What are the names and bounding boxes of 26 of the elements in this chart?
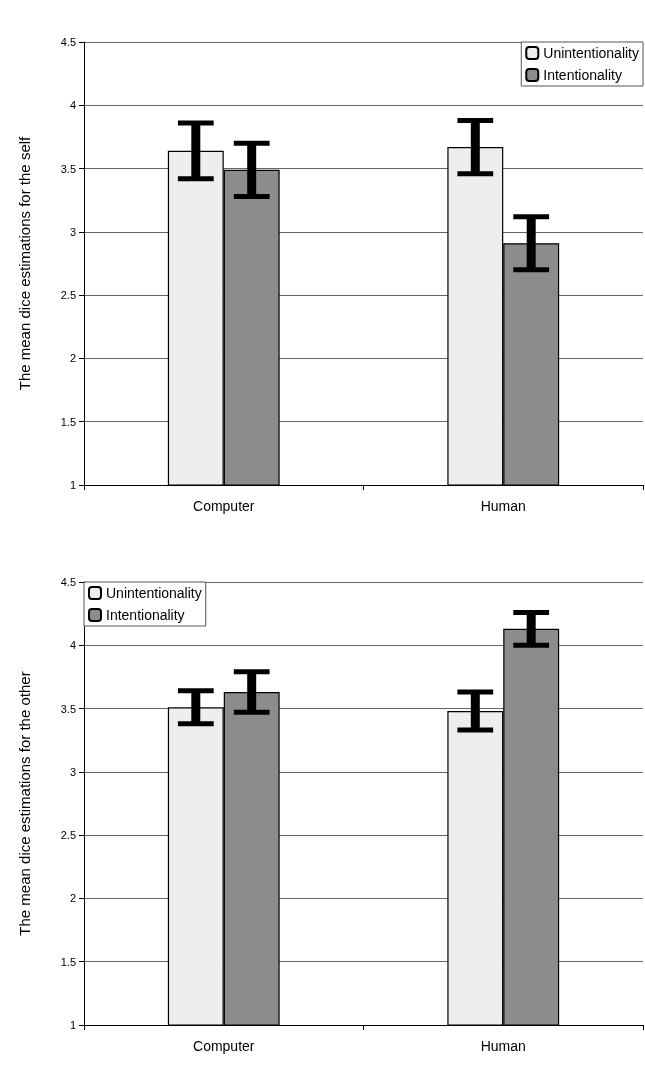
y-tick-label: 3.5 <box>60 702 76 715</box>
x-tick-label: Human <box>480 498 526 514</box>
y-tick-label: 4 <box>69 639 76 652</box>
y-tick-label: 1 <box>69 1019 76 1031</box>
y-tick-label: 2 <box>69 352 76 365</box>
legend-label: Unintentionality <box>543 45 640 61</box>
y-tick-label: 2.5 <box>60 829 76 842</box>
x-tick-label: Computer <box>193 498 255 514</box>
y-tick-label: 4.5 <box>60 36 76 48</box>
y-axis-title: The mean dice estimations for the self <box>16 135 33 391</box>
legend-label: Unintentionality <box>106 585 202 601</box>
legend-label: Intentionality <box>106 607 185 623</box>
y-tick-label: 3.5 <box>60 162 76 175</box>
y-tick-label: 1.5 <box>60 415 76 428</box>
y-tick-label: 4.5 <box>60 576 76 588</box>
legend-label: Intentionality <box>543 67 622 83</box>
y-tick-label: 1.5 <box>60 955 76 968</box>
x-tick-label: Human <box>480 1038 526 1054</box>
y-tick-label: 4 <box>69 99 76 112</box>
y-tick-label: 1 <box>69 479 76 491</box>
y-tick-label: 3 <box>69 225 76 238</box>
y-axis-title: The mean dice estimations for the other <box>16 671 33 936</box>
y-tick-label: 2 <box>69 892 76 905</box>
y-tick-label: 2.5 <box>60 289 76 302</box>
x-tick-label: Computer <box>193 1038 255 1054</box>
y-tick-label: 3 <box>69 765 76 778</box>
